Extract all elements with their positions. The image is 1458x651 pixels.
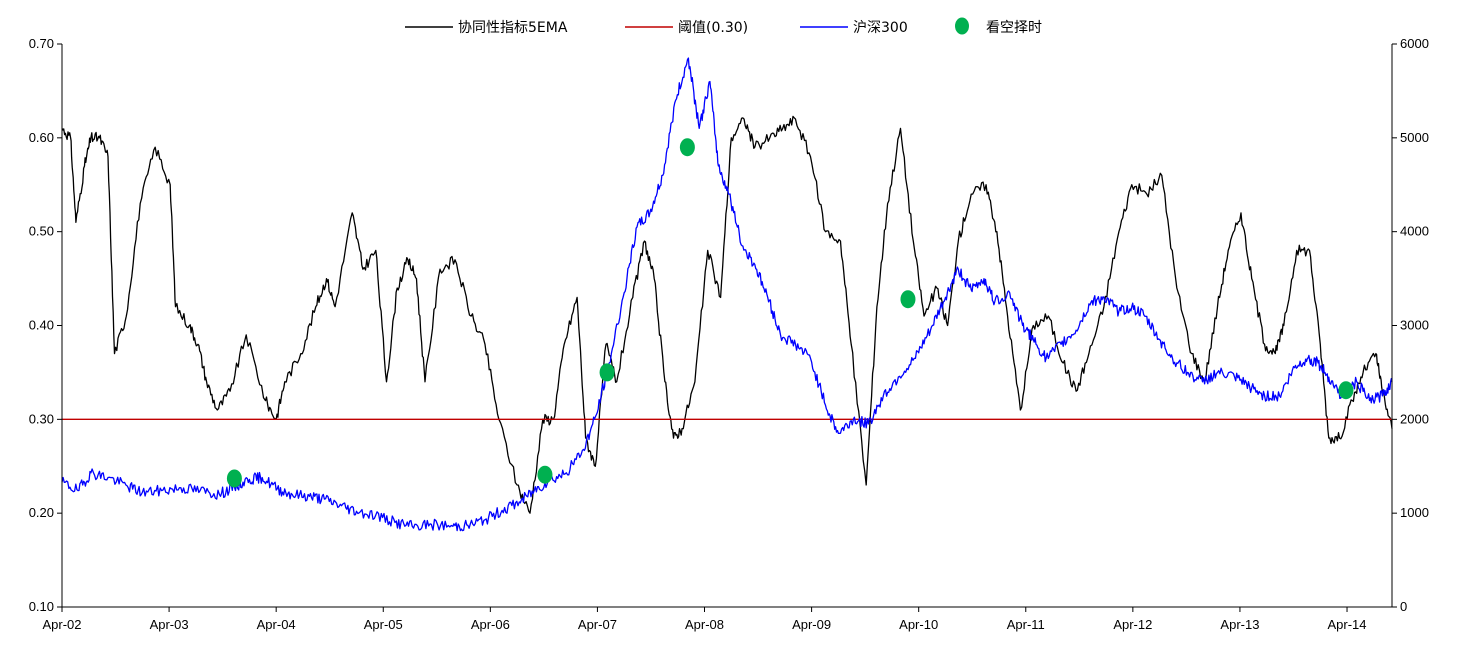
series-layer bbox=[61, 57, 1393, 532]
y-left-tick-label: 0.40 bbox=[29, 318, 54, 333]
axes-layer: 0.10 0.20 0.30 0.40 0.50 0.60 0.70 0 1000 2000 300… bbox=[29, 36, 1429, 632]
x-tick-label: Apr-06 bbox=[471, 617, 510, 632]
y-right-tick-label: 6000 bbox=[1400, 36, 1429, 51]
legend-label: 阈值(0.30) bbox=[678, 20, 748, 36]
legend-label: 看空择时 bbox=[986, 20, 1042, 36]
x-tick-label: Apr-11 bbox=[1007, 617, 1045, 632]
y-right-tick-label: 5000 bbox=[1400, 130, 1429, 145]
y-left-tick-label: 0.30 bbox=[29, 411, 54, 426]
bearish-timing-marker bbox=[679, 138, 695, 157]
x-tick-label: Apr-12 bbox=[1113, 617, 1152, 632]
legend-swatch bbox=[955, 17, 969, 35]
y-right-tick-label: 1000 bbox=[1400, 505, 1429, 520]
y-left-tick-label: 0.10 bbox=[29, 599, 54, 614]
y-right-tick-label: 3000 bbox=[1400, 318, 1429, 333]
y-left-tick-label: 0.70 bbox=[29, 36, 54, 51]
x-tick-label: Apr-10 bbox=[899, 617, 938, 632]
bearish-timing-marker bbox=[1338, 381, 1354, 400]
x-tick-label: Apr-05 bbox=[364, 617, 403, 632]
legend-label: 协同性指标5EMA bbox=[458, 20, 568, 36]
x-tick-label: Apr-04 bbox=[257, 617, 296, 632]
y-left-tick-label: 0.50 bbox=[29, 224, 54, 239]
legend: 协同性指标5EMA 阈值(0.30) 沪深300 看空择时 bbox=[405, 17, 1042, 36]
y-right-tick-label: 0 bbox=[1400, 599, 1407, 614]
x-tick-label: Apr-14 bbox=[1328, 617, 1367, 632]
y-left-tick-label: 0.20 bbox=[29, 505, 54, 520]
legend-label: 沪深300 bbox=[853, 20, 908, 36]
bearish-timing-marker bbox=[537, 465, 553, 484]
synergy-index-line bbox=[61, 115, 1393, 514]
y-right-tick-label: 4000 bbox=[1400, 224, 1429, 239]
y-right-tick-label: 2000 bbox=[1400, 411, 1429, 426]
bearish-timing-marker bbox=[226, 469, 242, 488]
x-tick-label: Apr-02 bbox=[42, 617, 81, 632]
csi300-line bbox=[61, 57, 1393, 532]
x-tick-label: Apr-13 bbox=[1220, 617, 1259, 632]
y-left-tick-label: 0.60 bbox=[29, 130, 54, 145]
x-tick-label: Apr-03 bbox=[150, 617, 189, 632]
bearish-timing-marker bbox=[599, 363, 615, 382]
x-tick-label: Apr-07 bbox=[578, 617, 617, 632]
x-tick-label: Apr-09 bbox=[792, 617, 831, 632]
x-tick-label: Apr-08 bbox=[685, 617, 724, 632]
bearish-timing-marker bbox=[900, 290, 916, 309]
